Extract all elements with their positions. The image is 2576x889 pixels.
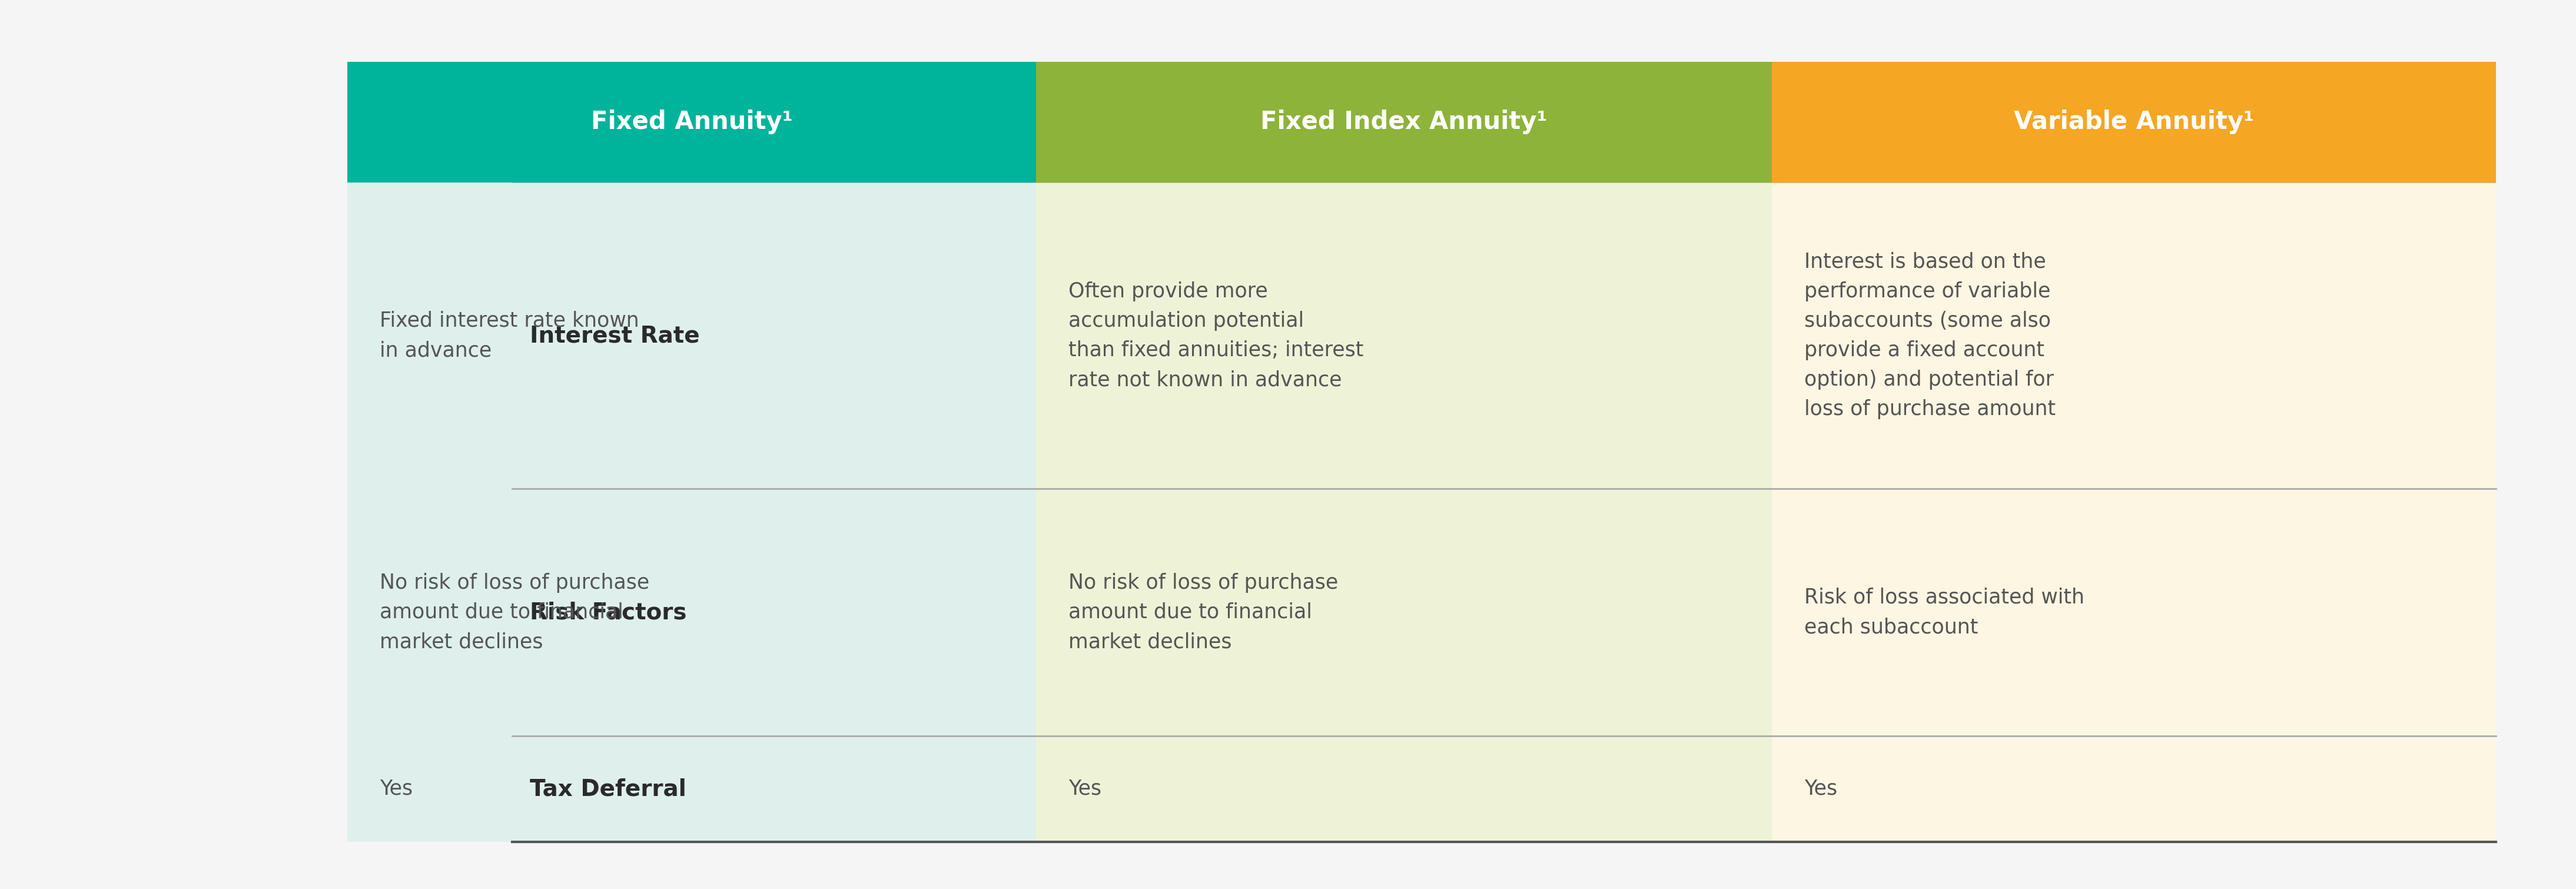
Text: Risk Factors: Risk Factors	[531, 601, 688, 623]
Text: Often provide more
accumulation potential
than fixed annuities; interest
rate no: Often provide more accumulation potentia…	[1069, 281, 1363, 390]
Bar	[1772, 62, 2496, 182]
Text: Tax Deferral: Tax Deferral	[531, 778, 685, 800]
Bar	[1772, 736, 2496, 842]
Text: Interest is based on the
performance of variable
subaccounts (some also
provide : Interest is based on the performance of …	[1803, 252, 2056, 420]
Text: Variable Annuity¹: Variable Annuity¹	[2014, 110, 2254, 134]
Bar	[1772, 182, 2496, 489]
Text: Yes: Yes	[1069, 779, 1103, 799]
Text: No risk of loss of purchase
amount due to financial
market declines: No risk of loss of purchase amount due t…	[379, 573, 649, 652]
Bar	[513, 62, 2496, 842]
Bar	[348, 489, 1036, 736]
Bar	[348, 182, 1036, 489]
Bar	[1772, 489, 2496, 736]
Bar	[348, 62, 1036, 182]
Bar	[1036, 182, 1772, 489]
Bar	[348, 736, 1036, 842]
Text: Fixed Annuity¹: Fixed Annuity¹	[590, 110, 793, 134]
Bar	[348, 182, 513, 489]
Bar	[348, 489, 513, 736]
Bar	[1036, 736, 1772, 842]
Text: Yes: Yes	[1803, 779, 1837, 799]
Text: Fixed Index Annuity¹: Fixed Index Annuity¹	[1260, 110, 1548, 134]
Text: Interest Rate: Interest Rate	[531, 324, 701, 347]
Bar	[1036, 489, 1772, 736]
Bar	[1036, 62, 1772, 182]
Bar	[348, 736, 513, 842]
Text: Fixed interest rate known
in advance: Fixed interest rate known in advance	[379, 311, 639, 360]
Text: No risk of loss of purchase
amount due to financial
market declines: No risk of loss of purchase amount due t…	[1069, 573, 1337, 652]
Text: Yes: Yes	[379, 779, 412, 799]
Text: Risk of loss associated with
each subaccount: Risk of loss associated with each subacc…	[1803, 588, 2084, 637]
